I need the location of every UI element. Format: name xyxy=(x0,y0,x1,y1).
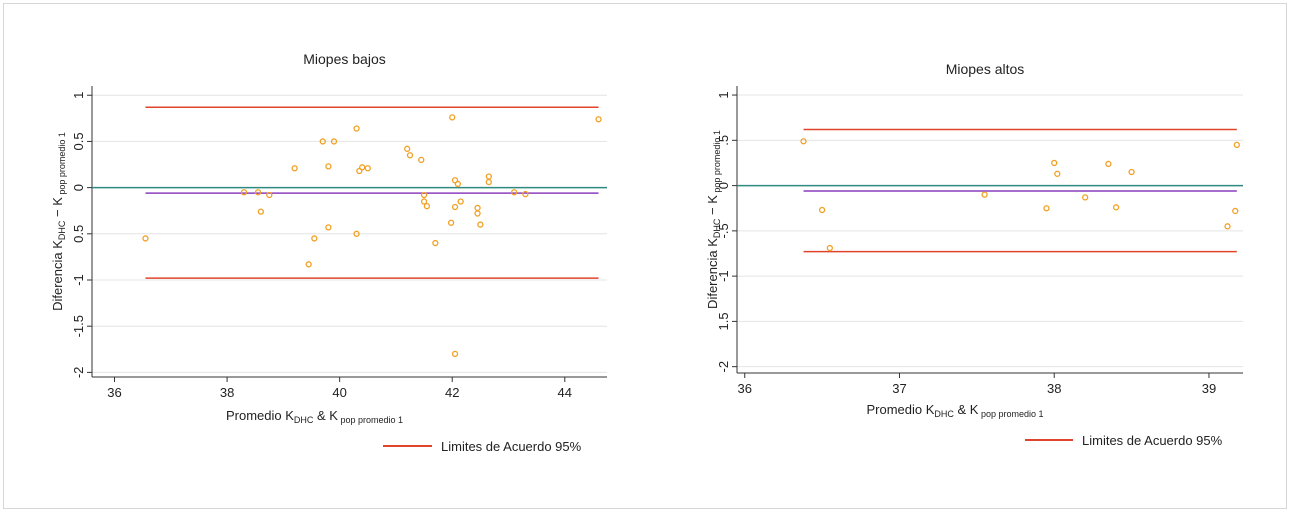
legend-label: Limites de Acuerdo 95% xyxy=(441,439,582,454)
x-tick-label: 38 xyxy=(220,385,234,400)
data-point xyxy=(474,204,481,212)
data-point xyxy=(451,203,459,211)
data-point xyxy=(457,198,464,205)
data-point xyxy=(406,152,414,159)
y-tick-label: 0 xyxy=(716,182,731,189)
data-point xyxy=(818,206,826,214)
x-tick-label: 42 xyxy=(445,385,459,400)
data-point xyxy=(1054,170,1061,177)
data-point xyxy=(423,202,431,210)
data-point xyxy=(1043,205,1050,212)
legend: Limites de Acuerdo 95% xyxy=(1025,433,1223,448)
data-point xyxy=(1224,223,1231,230)
data-point xyxy=(418,156,425,164)
chart-panel-1: 1 0.5 0 0.5 -1 -1.5 -2 36 38 40 42 44 Miopes bajos Pr… xyxy=(50,51,607,454)
data-point xyxy=(595,116,602,123)
x-axis-label: Promedio KDHC & K pop promedio 1 xyxy=(226,408,403,425)
x-tick-label: 39 xyxy=(1202,381,1216,396)
data-point xyxy=(474,210,481,217)
figure-frame xyxy=(3,3,1287,509)
data-point xyxy=(1232,207,1239,215)
legend: Limites de Acuerdo 95% xyxy=(383,439,582,454)
data-point xyxy=(311,235,318,242)
y-axis-label: Diferencia KDHC − K pop promedio 1 xyxy=(705,130,722,309)
data-point xyxy=(1051,159,1058,167)
y-tick-label: 0 xyxy=(71,184,86,191)
data-point xyxy=(477,221,484,228)
data-point xyxy=(353,125,360,132)
y-tick-label: -1 xyxy=(716,270,731,282)
y-tick-label: .5 xyxy=(716,135,731,146)
data-point xyxy=(1105,160,1112,168)
data-point xyxy=(826,244,833,252)
data-point xyxy=(981,191,988,198)
data-point xyxy=(800,138,807,145)
data-point xyxy=(364,165,371,172)
data-point xyxy=(359,164,366,171)
data-point xyxy=(1233,141,1240,148)
data-point xyxy=(254,189,262,196)
y-tick-label: 1 xyxy=(716,91,731,98)
y-axis-label: Diferencia KDHC − K pop promedio 1 xyxy=(50,132,67,311)
x-tick-label: 36 xyxy=(738,381,752,396)
data-point xyxy=(449,114,456,121)
data-point xyxy=(404,145,411,152)
x-tick-label: 36 xyxy=(107,385,121,400)
legend-label: Limites de Acuerdo 95% xyxy=(1082,433,1223,448)
y-tick-label: 0.5 xyxy=(71,132,86,150)
data-point xyxy=(522,190,529,198)
data-point xyxy=(510,189,518,196)
data-point xyxy=(1082,194,1089,201)
x-tick-label: 38 xyxy=(1047,381,1061,396)
x-tick-label: 44 xyxy=(558,385,572,400)
data-point xyxy=(485,173,492,180)
data-point xyxy=(330,138,338,145)
data-point xyxy=(447,219,455,226)
x-tick-label: 37 xyxy=(892,381,906,396)
data-point xyxy=(291,165,298,172)
x-tick-label: 40 xyxy=(332,385,346,400)
data-point xyxy=(1112,204,1120,211)
data-point xyxy=(257,208,265,215)
y-tick-label: 1 xyxy=(71,92,86,99)
data-point xyxy=(420,198,428,205)
data-point xyxy=(142,235,149,242)
chart-title: Miopes bajos xyxy=(303,51,386,67)
y-tick-label: -1 xyxy=(71,274,86,286)
chart-title: Miopes altos xyxy=(946,61,1025,77)
data-point xyxy=(451,350,459,358)
y-tick-label: -2 xyxy=(716,361,731,373)
x-axis-label: Promedio KDHC & K pop promedio 1 xyxy=(866,402,1043,419)
y-tick-label: 0.5 xyxy=(71,225,86,243)
y-tick-label: -2 xyxy=(71,367,86,379)
data-point xyxy=(266,191,273,199)
y-tick-label: 1.5 xyxy=(716,312,731,330)
data-point xyxy=(485,178,492,186)
data-point xyxy=(319,138,326,145)
y-tick-label: -1.5 xyxy=(71,315,86,337)
data-point xyxy=(432,239,439,247)
data-point xyxy=(325,224,332,231)
data-point xyxy=(325,163,332,170)
data-point xyxy=(454,180,461,188)
data-point xyxy=(305,261,312,268)
y-tick-label: -.5 xyxy=(716,223,731,238)
data-point xyxy=(353,230,360,237)
data-point xyxy=(1128,168,1135,176)
data-point xyxy=(240,189,248,196)
data-point xyxy=(420,191,428,199)
